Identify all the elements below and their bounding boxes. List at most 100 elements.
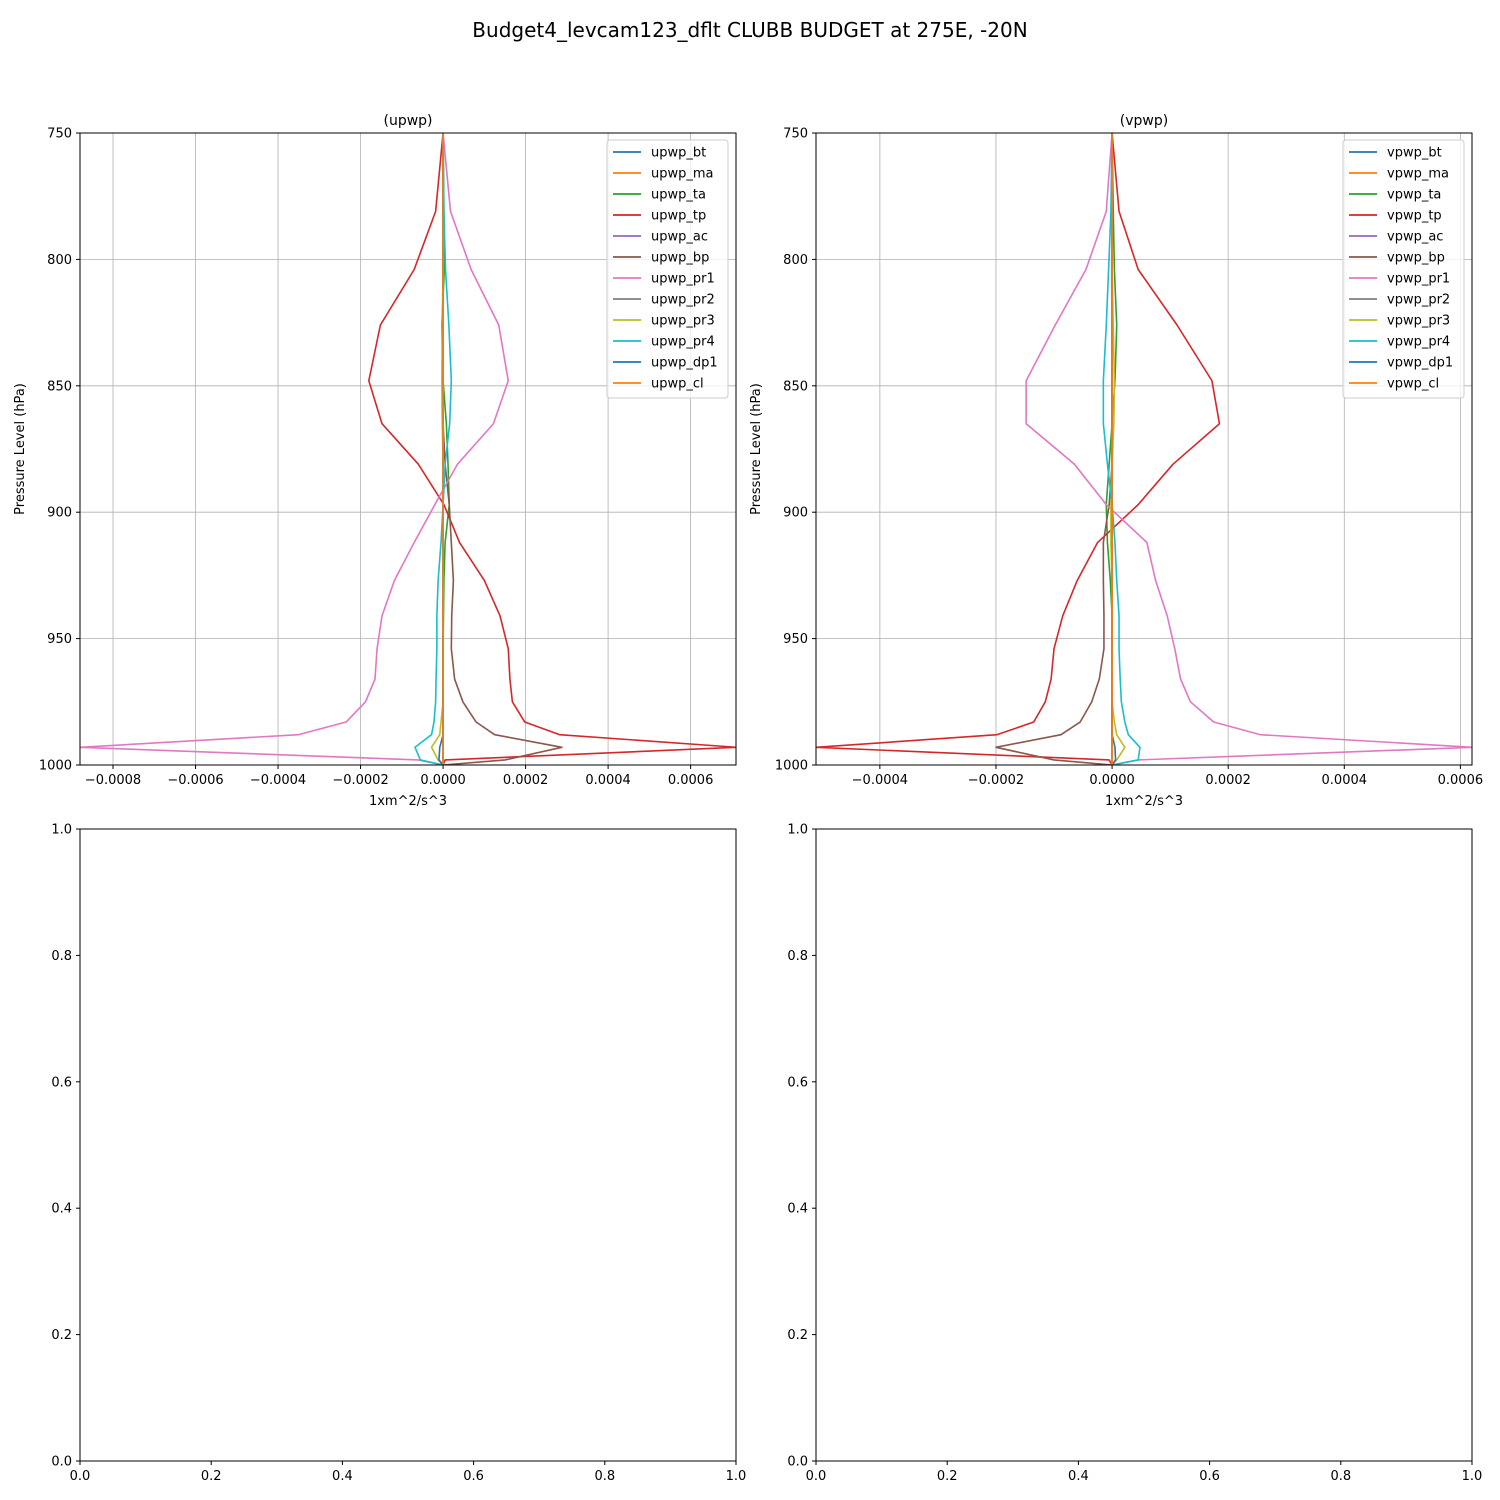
y-tick-label: 1000: [39, 759, 72, 774]
legend-label-vpwp_pr4: vpwp_pr4: [1387, 335, 1450, 350]
y-tick-label: 0.4: [51, 1202, 72, 1217]
y-tick-label: 0.4: [787, 1202, 808, 1217]
legend-label-vpwp_pr3: vpwp_pr3: [1387, 314, 1450, 329]
x-tick-label: 0.4: [1068, 1469, 1089, 1484]
x-tick-label: 0.0006: [1438, 773, 1484, 788]
subplot-title: (upwp): [383, 113, 432, 129]
x-tick-label: 0.8: [1330, 1469, 1351, 1484]
y-tick-label: 0.6: [787, 1075, 808, 1090]
x-tick-label: 1.0: [726, 1469, 747, 1484]
y-tick-label: 950: [783, 632, 808, 647]
legend-label-vpwp_bp: vpwp_bp: [1387, 251, 1445, 266]
x-tick-label: 0.0000: [420, 773, 466, 788]
x-tick-label: 0.0006: [668, 773, 714, 788]
legend-label-upwp_dp1: upwp_dp1: [651, 356, 718, 371]
axes-frame: [79, 828, 737, 1462]
y-tick-label: 850: [47, 379, 72, 394]
legend-label-upwp_ta: upwp_ta: [651, 188, 706, 203]
series-line-upwp_pr1: [80, 133, 510, 765]
y-tick-label: 0.2: [787, 1328, 808, 1343]
x-tick-label: 0.0002: [503, 773, 549, 788]
y-tick-label: 0.2: [51, 1328, 72, 1343]
series-line-vpwp_pr1: [1025, 133, 1472, 765]
legend-label-vpwp_tp: vpwp_tp: [1387, 209, 1442, 224]
axes-frame: [815, 132, 1473, 766]
x-tick-label: −0.0002: [968, 773, 1024, 788]
subplot-2: −0.0004 −0.0002 0.0000 0.0002 0.0004 0.0006 75…: [749, 113, 1483, 809]
y-tick-label: 0.6: [51, 1075, 72, 1090]
legend-box: [1342, 139, 1465, 399]
x-tick-label: 0.4: [332, 1469, 353, 1484]
legend-label-upwp_pr2: upwp_pr2: [651, 293, 715, 308]
x-tick-label: 0.2: [937, 1469, 958, 1484]
x-tick-label: −0.0006: [167, 773, 223, 788]
legend-label-upwp_ac: upwp_ac: [651, 230, 708, 245]
legend-label-upwp_pr4: upwp_pr4: [651, 335, 715, 350]
y-tick-label: 1.0: [51, 823, 72, 838]
subplot-grid: −0.0008 −0.0006 −0.0004 −0.0002 0.0000 0.0002…: [13, 113, 1483, 1484]
legend-label-upwp_pr1: upwp_pr1: [651, 272, 715, 287]
legend-label-vpwp_ma: vpwp_ma: [1387, 167, 1449, 182]
figure-suptitle: Budget4_levcam123_dflt CLUBB BUDGET at 2…: [472, 18, 1027, 42]
x-axis-label: 1xm^2/s^3: [1105, 794, 1183, 809]
x-tick-label: 0.2: [201, 1469, 222, 1484]
legend: upwp_bt upwp_ma upwp_ta upwp_tp upwp_ac upwp_…: [606, 139, 729, 399]
subplot-1: −0.0008 −0.0006 −0.0004 −0.0002 0.0000 0.0002…: [13, 113, 737, 809]
x-tick-label: 0.6: [463, 1469, 484, 1484]
x-tick-label: 0.0004: [1322, 773, 1368, 788]
series-lines: [80, 133, 736, 765]
legend-label-vpwp_pr2: vpwp_pr2: [1387, 293, 1450, 308]
legend-label-upwp_bt: upwp_bt: [651, 146, 706, 161]
y-tick-label: 900: [783, 506, 808, 521]
y-tick-label: 950: [47, 632, 72, 647]
legend-label-upwp_ma: upwp_ma: [651, 167, 714, 182]
x-tick-label: 0.0000: [1089, 773, 1135, 788]
x-tick-label: −0.0004: [852, 773, 908, 788]
x-tick-label: 1.0: [1462, 1469, 1483, 1484]
axes-frame: [815, 828, 1473, 1462]
tick-marks: 0.0 0.2 0.4 0.6 0.8 1.0 0.0 0.2 0.4 0.6 0.8 1.0: [51, 823, 746, 1485]
y-tick-label: 850: [783, 379, 808, 394]
legend-label-upwp_tp: upwp_tp: [651, 209, 706, 224]
series-lines: [816, 133, 1472, 765]
subplot-4: 0.0 0.2 0.4 0.6 0.8 1.0 0.0 0.2 0.4 0.6 0.8 1.0: [787, 823, 1482, 1485]
series-line-vpwp_pr4: [1102, 133, 1141, 765]
y-tick-label: 800: [783, 253, 808, 268]
legend-label-vpwp_dp1: vpwp_dp1: [1387, 356, 1453, 371]
axes-frame: [79, 132, 737, 766]
legend: vpwp_bt vpwp_ma vpwp_ta vpwp_tp vpwp_ac vpwp_…: [1342, 139, 1465, 399]
y-tick-label: 0.0: [787, 1455, 808, 1470]
x-tick-label: 0.6: [1199, 1469, 1220, 1484]
series-line-vpwp_tp: [816, 133, 1221, 765]
x-tick-label: −0.0004: [250, 773, 306, 788]
tick-marks: −0.0004 −0.0002 0.0000 0.0002 0.0004 0.0006 75…: [775, 127, 1483, 789]
legend-label-vpwp_ac: vpwp_ac: [1387, 230, 1443, 245]
y-axis-label: Pressure Level (hPa): [749, 383, 764, 515]
legend-label-vpwp_bt: vpwp_bt: [1387, 146, 1442, 161]
x-tick-label: −0.0008: [85, 773, 141, 788]
legend-label-vpwp_ta: vpwp_ta: [1387, 188, 1441, 203]
x-tick-label: 0.0: [806, 1469, 827, 1484]
legend-label-vpwp_cl: vpwp_cl: [1387, 377, 1439, 392]
tick-marks: −0.0008 −0.0006 −0.0004 −0.0002 0.0000 0.0002…: [39, 127, 713, 789]
x-tick-label: 0.0004: [585, 773, 631, 788]
legend-box: [606, 139, 729, 399]
legend-label-upwp_pr3: upwp_pr3: [651, 314, 715, 329]
legend-label-vpwp_pr1: vpwp_pr1: [1387, 272, 1450, 287]
y-tick-label: 0.0: [51, 1455, 72, 1470]
x-tick-label: 0.0002: [1205, 773, 1251, 788]
y-tick-label: 0.8: [51, 949, 72, 964]
series-line-upwp_tp: [368, 133, 736, 765]
y-tick-label: 900: [47, 506, 72, 521]
y-tick-label: 1000: [775, 759, 808, 774]
x-axis-label: 1xm^2/s^3: [369, 794, 447, 809]
series-line-upwp_pr4: [414, 133, 453, 765]
x-tick-label: 0.0: [70, 1469, 91, 1484]
subplot-title: (vpwp): [1120, 113, 1168, 129]
tick-marks: 0.0 0.2 0.4 0.6 0.8 1.0 0.0 0.2 0.4 0.6 0.8 1.0: [787, 823, 1482, 1485]
subplot-3: 0.0 0.2 0.4 0.6 0.8 1.0 0.0 0.2 0.4 0.6 0.8 1.0: [51, 823, 746, 1485]
y-tick-label: 0.8: [787, 949, 808, 964]
y-tick-label: 1.0: [787, 823, 808, 838]
